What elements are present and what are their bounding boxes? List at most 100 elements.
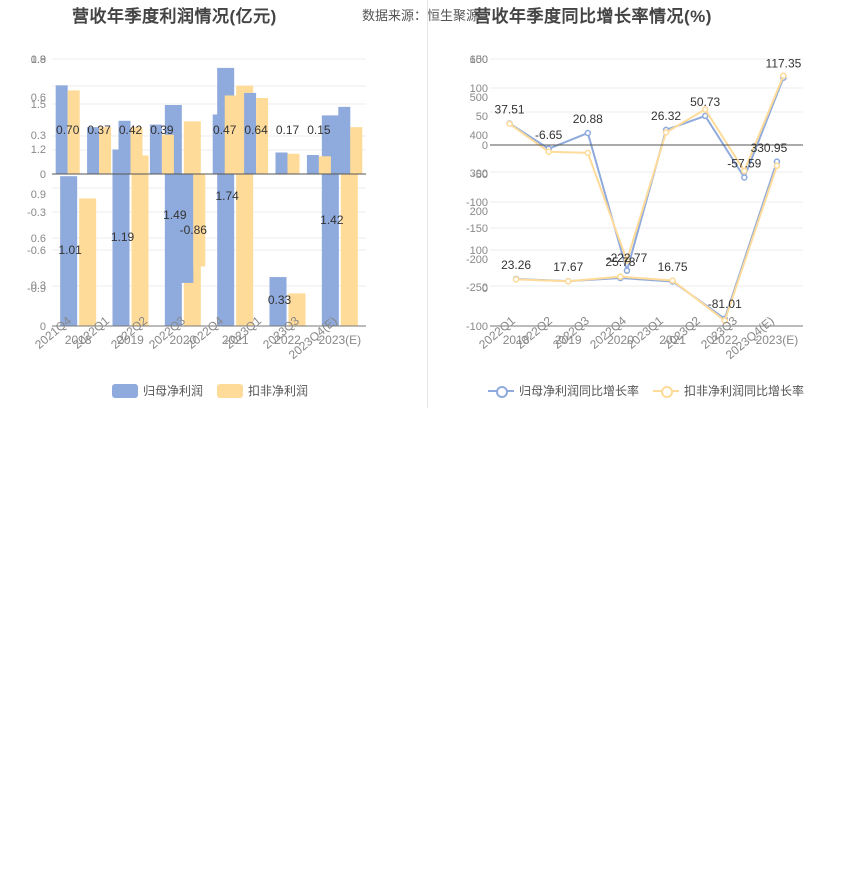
quarter-value-label: 0.39 [150,123,174,137]
quarter-bar [318,156,331,174]
annual-bar [340,133,358,326]
y-tick-label: 0 [482,283,488,295]
y-tick-label: -0.6 [27,245,46,257]
y-tick-label: 50 [476,111,488,123]
quarter-point [741,174,748,181]
profit-bar-chart: 1.8 1.5 1.2 0.9 0.6 0.3 0 0.9 0.6 0.3 0 -0.3 -0.6 -0.… [27,54,366,362]
annual-bar [269,277,287,326]
legend-label: 归母净利润同比增长率 [519,384,640,398]
quarter-bar [181,174,194,283]
panel-divider [427,0,428,408]
annual-value-label: 17.67 [553,260,583,274]
quarter-value-label: 26.32 [651,109,681,123]
annual-value-label: 0.33 [268,293,292,307]
legend-item-deducted-net-profit[interactable]: 扣非净利润 [217,382,308,399]
quarter-bar [287,153,300,174]
annual-point [669,277,676,284]
quarter-bar [275,152,288,174]
quarter-value-label: 0.64 [244,123,268,137]
x-category-label: 2019 [117,333,144,347]
left-chart-title: 营收年季度利润情况(亿元) [72,7,277,26]
y-tick-label: 0.9 [31,54,46,66]
y-tick-label: -0.9 [27,283,46,295]
y-tick-label: 100 [470,245,488,257]
quarter-value-label: -57.59 [727,156,761,170]
legend-swatch-yellow [217,383,244,398]
y-tick-label: 150 [470,54,488,66]
quarter-bar [149,124,162,174]
quarter-bar [161,134,174,174]
quarter-value-label: 0.47 [213,123,237,137]
quarter-bar [306,155,319,174]
data-source-label: 数据来源：恒生聚源 [362,8,480,23]
quarter-series-line [508,75,785,264]
quarter-bar [118,120,131,174]
quarter-value-label: 0.17 [276,123,300,137]
quarter-bar [244,92,257,174]
annual-bar [60,176,78,326]
y-tick-label: -250 [466,282,488,294]
quarter-value-label: 0.70 [56,123,80,137]
quarter-value-label: 50.73 [690,95,720,109]
legend-item-deducted-growth[interactable]: 扣非净利润同比增长率 [653,382,804,399]
x-category-label: 2022 [711,333,738,347]
y-tick-label: 1.5 [31,99,46,111]
y-tick-label: -100 [466,321,488,333]
quarter-bar [67,90,80,174]
annual-point [512,276,520,283]
quarter-bar [55,85,68,174]
legend-label: 扣非净利润 [248,384,309,398]
left-chart-panel: 营收年季度利润情况(亿元) 数据来源：恒生聚源 1.8 1.5 1.2 0.9 0.6 0… [0,0,479,410]
legend-item-parent-net-profit[interactable]: 归母净利润 [112,382,203,399]
legend-line-blue [488,384,514,398]
y-tick-label: 100 [470,83,488,95]
annual-value-label: 1.19 [111,230,135,244]
quarter-point [741,167,748,175]
annual-value-label: 16.75 [658,260,688,274]
y-tick-label: -100 [466,197,488,209]
annual-point [565,278,572,285]
y-tick-label: 300 [470,168,488,180]
quarter-value-label: 0.42 [119,123,143,137]
quarter-bar [87,127,100,174]
legend-swatch-blue [112,383,138,398]
legend-item-parent-growth[interactable]: 归母净利润同比增长率 [488,382,639,399]
quarter-bar [224,95,237,174]
y-tick-label: 0.9 [31,189,46,201]
x-category-label: 2019 [555,333,582,347]
y-tick-label: 600 [470,54,488,66]
annual-bar [79,198,97,326]
quarter-bar [130,127,143,174]
annual-value-label: 330.95 [751,141,788,155]
annual-point [721,317,728,324]
x-category-label: 2022 [274,333,301,347]
x-category-label: 2021 [659,333,686,347]
quarter-point [701,106,709,113]
y-tick-label: 0.6 [31,92,46,104]
quarter-value-label: -222.77 [607,251,648,265]
y-tick-label: 0 [482,140,488,152]
quarter-bar [99,127,112,174]
right-chart-title: 营收年季度同比增长率情况(%) [474,7,712,26]
y-tick-label: 1.8 [31,54,46,66]
quarter-point [584,149,592,157]
y-tick-label: -200 [466,254,488,266]
y-tick-label: 0 [40,169,46,181]
quarter-value-label: 20.88 [573,112,603,126]
quarter-bar [338,106,351,174]
annual-value-label: -81.01 [708,297,742,311]
y-tick-label: -0.3 [27,207,46,219]
x-category-label: 2020 [169,333,196,347]
y-tick-label: 1.2 [31,144,46,156]
y-tick-label: -150 [466,223,488,235]
y-tick-label: 400 [470,130,488,142]
quarter-point [506,120,513,128]
y-tick-label: 0.3 [31,280,46,292]
y-tick-label: 500 [470,92,488,104]
annual-value-label: 1.01 [58,243,82,257]
quarter-value-label: 0.37 [87,123,111,137]
quarter-series-line [509,77,785,275]
legend-label: 扣非净利润同比增长率 [684,384,805,398]
right-chart-panel: 营收年季度同比增长率情况(%) 150 100 50 0 -50 -100 600 500 40… [428,0,850,410]
annual-value-label: 25.78 [605,255,635,269]
